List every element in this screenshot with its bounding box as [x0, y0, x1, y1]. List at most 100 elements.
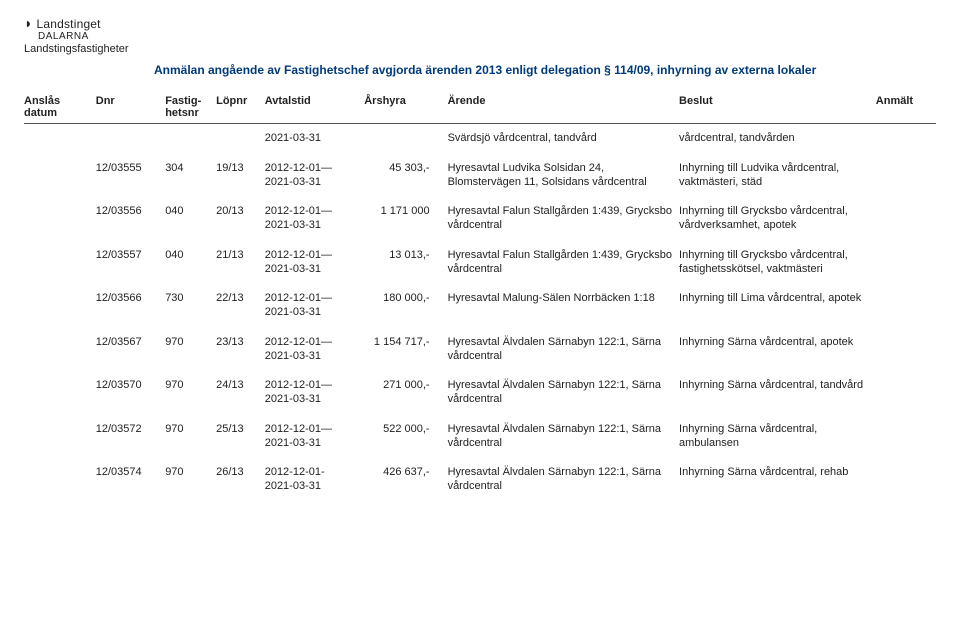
cell-arshyra: 1 154 717,-	[364, 328, 447, 372]
cell-anslas	[24, 284, 96, 328]
cell-anmalt	[876, 458, 936, 502]
cell-fastighetsnr: 970	[165, 415, 216, 459]
cell-dnr: 12/03556	[96, 197, 165, 241]
cell-avtalstid: 2012-12-01—2021-03-31	[265, 371, 365, 415]
logo-icon: ◗	[24, 16, 32, 30]
cell-anmalt	[876, 241, 936, 285]
cell-dnr	[96, 124, 165, 154]
cell-arende: Hyresavtal Älvdalen Särnabyn 122:1, Särn…	[448, 415, 679, 459]
cell-avtalstid: 2012-12-01-2021-03-31	[265, 458, 365, 502]
cell-avtalstid: 2012-12-01—2021-03-31	[265, 415, 365, 459]
cell-arshyra: 45 303,-	[364, 154, 447, 198]
cell-lopnr: 24/13	[216, 371, 265, 415]
cell-fastighetsnr: 970	[165, 371, 216, 415]
cell-lopnr: 22/13	[216, 284, 265, 328]
table-row: 12/0355530419/132012-12-01—2021-03-3145 …	[24, 154, 936, 198]
cell-arende: Hyresavtal Falun Stallgården 1:439, Gryc…	[448, 197, 679, 241]
cell-anslas	[24, 371, 96, 415]
cell-lopnr	[216, 124, 265, 154]
cell-arende: Hyresavtal Älvdalen Särnabyn 122:1, Särn…	[448, 371, 679, 415]
cell-avtalstid: 2012-12-01—2021-03-31	[265, 197, 365, 241]
cell-dnr: 12/03570	[96, 371, 165, 415]
cell-anmalt	[876, 328, 936, 372]
cell-avtalstid: 2012-12-01—2021-03-31	[265, 241, 365, 285]
col-avt: Avtalstid	[265, 93, 365, 124]
col-anslas: Anslåsdatum	[24, 93, 96, 124]
cell-lopnr: 21/13	[216, 241, 265, 285]
org-unit: Landstingsfastigheter	[24, 43, 936, 55]
cell-beslut: Inhyrning Särna vårdcentral, rehab	[679, 458, 876, 502]
cell-arshyra: 1 171 000	[364, 197, 447, 241]
cell-fastighetsnr: 304	[165, 154, 216, 198]
cell-dnr: 12/03574	[96, 458, 165, 502]
cell-arshyra: 522 000,-	[364, 415, 447, 459]
col-fast: Fastig-hetsnr	[165, 93, 216, 124]
cell-beslut: vårdcentral, tandvården	[679, 124, 876, 154]
cell-dnr: 12/03555	[96, 154, 165, 198]
cell-lopnr: 26/13	[216, 458, 265, 502]
cell-arshyra: 180 000,-	[364, 284, 447, 328]
cell-anslas	[24, 328, 96, 372]
cell-avtalstid: 2012-12-01—2021-03-31	[265, 284, 365, 328]
table-row: 12/0357097024/132012-12-01—2021-03-31271…	[24, 371, 936, 415]
cell-beslut: Inhyrning Särna vårdcentral, ambulansen	[679, 415, 876, 459]
cell-beslut: Inhyrning till Ludvika vårdcentral, vakt…	[679, 154, 876, 198]
cell-arende: Hyresavtal Malung-Sälen Norrbäcken 1:18	[448, 284, 679, 328]
col-beslut: Beslut	[679, 93, 876, 124]
table-row: 12/0355604020/132012-12-01—2021-03-311 1…	[24, 197, 936, 241]
cell-fastighetsnr: 730	[165, 284, 216, 328]
cell-arshyra: 271 000,-	[364, 371, 447, 415]
table-row: 2021-03-31 Svärdsjö vårdcentral, tandvård…	[24, 124, 936, 154]
col-lopnr: Löpnr	[216, 93, 265, 124]
cell-avtalstid: 2012-12-01—2021-03-31	[265, 154, 365, 198]
org-name: Landstinget	[36, 17, 100, 31]
table-row: 12/0356673022/132012-12-01—2021-03-31180…	[24, 284, 936, 328]
cell-arshyra	[364, 124, 447, 154]
cell-anmalt	[876, 154, 936, 198]
cell-beslut: Inhyrning till Grycksbo vårdcentral, vår…	[679, 197, 876, 241]
cell-fastighetsnr: 040	[165, 197, 216, 241]
cell-beslut: Inhyrning Särna vårdcentral, tandvård	[679, 371, 876, 415]
records-table: Anslåsdatum Dnr Fastig-hetsnr Löpnr Avta…	[24, 93, 936, 502]
cell-anmalt	[876, 197, 936, 241]
cell-beslut: Inhyrning till Grycksbo vårdcentral, fas…	[679, 241, 876, 285]
cell-arende: Hyresavtal Älvdalen Särnabyn 122:1, Särn…	[448, 458, 679, 502]
cell-anslas	[24, 197, 96, 241]
cell-arshyra: 426 637,-	[364, 458, 447, 502]
cell-dnr: 12/03557	[96, 241, 165, 285]
cell-fastighetsnr: 040	[165, 241, 216, 285]
cell-anmalt	[876, 284, 936, 328]
cell-lopnr: 23/13	[216, 328, 265, 372]
cell-arende: Hyresavtal Ludvika Solsidan 24, Blomster…	[448, 154, 679, 198]
col-arende: Ärende	[448, 93, 679, 124]
table-row: 12/0356797023/132012-12-01—2021-03-311 1…	[24, 328, 936, 372]
table-row: 12/0357497026/132012-12-01-2021-03-31426…	[24, 458, 936, 502]
cell-anslas	[24, 124, 96, 154]
cell-anmalt	[876, 371, 936, 415]
cell-arende: Hyresavtal Älvdalen Särnabyn 122:1, Särn…	[448, 328, 679, 372]
cell-arende: Hyresavtal Falun Stallgården 1:439, Gryc…	[448, 241, 679, 285]
cell-lopnr: 25/13	[216, 415, 265, 459]
table-row: 12/0355704021/132012-12-01—2021-03-3113 …	[24, 241, 936, 285]
cell-anslas	[24, 415, 96, 459]
cell-anmalt	[876, 124, 936, 154]
cell-dnr: 12/03572	[96, 415, 165, 459]
cell-fastighetsnr	[165, 124, 216, 154]
cell-arende: Svärdsjö vårdcentral, tandvård	[448, 124, 679, 154]
cell-avtalstid: 2021-03-31	[265, 124, 365, 154]
cell-dnr: 12/03566	[96, 284, 165, 328]
cell-anslas	[24, 458, 96, 502]
cell-anmalt	[876, 415, 936, 459]
col-anmalt: Anmält	[876, 93, 936, 124]
cell-avtalstid: 2012-12-01—2021-03-31	[265, 328, 365, 372]
cell-arshyra: 13 013,-	[364, 241, 447, 285]
cell-anslas	[24, 154, 96, 198]
col-hyra: Årshyra	[364, 93, 447, 124]
page-title: Anmälan angående av Fastighetschef avgjo…	[154, 63, 936, 77]
table-header-row: Anslåsdatum Dnr Fastig-hetsnr Löpnr Avta…	[24, 93, 936, 124]
col-dnr: Dnr	[96, 93, 165, 124]
cell-fastighetsnr: 970	[165, 328, 216, 372]
cell-anslas	[24, 241, 96, 285]
cell-lopnr: 20/13	[216, 197, 265, 241]
org-region: DALARNA	[38, 31, 936, 42]
